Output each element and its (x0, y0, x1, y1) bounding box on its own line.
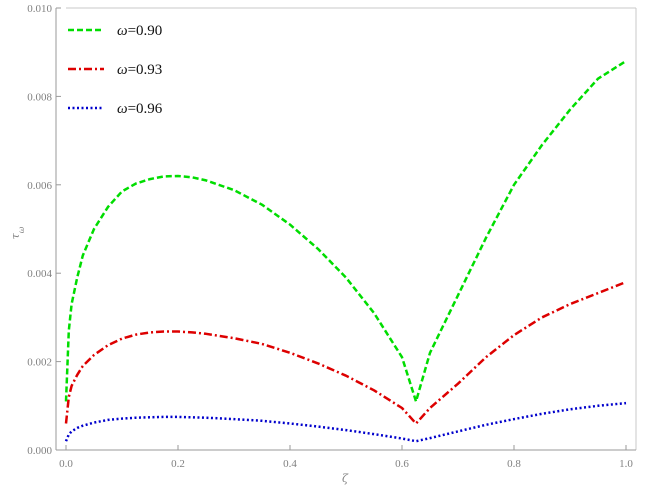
x-tick-label: 0.0 (59, 458, 73, 470)
y-axis-ticks: 0.000 0.002 0.004 0.006 0.008 0.010 (27, 3, 61, 457)
y-tick-label: 0.004 (27, 268, 52, 280)
series-layer (64, 59, 627, 443)
x-tick-label: 1.0 (619, 458, 633, 470)
x-tick-label: 0.8 (507, 458, 521, 470)
y-tick-label: 0.000 (27, 445, 52, 457)
y-tick-label: 0.008 (27, 91, 52, 103)
x-tick-label: 0.6 (395, 458, 409, 470)
plot-frame (55, 7, 637, 451)
x-tick-label: 0.2 (171, 458, 185, 470)
legend-label-2: ω=0.93 (117, 62, 162, 78)
y-tick-label: 0.010 (27, 3, 52, 15)
series-line-2 (64, 280, 627, 425)
series-line-3 (64, 401, 627, 443)
series-line-1 (64, 59, 627, 403)
x-axis-ticks: 0.0 0.2 0.4 0.6 0.8 1.0 (59, 445, 633, 470)
y-tick-label: 0.002 (27, 357, 52, 369)
y-axis-title-group: τω (9, 226, 26, 239)
legend: ω=0.90 ω=0.93 ω=0.96 (68, 23, 163, 117)
x-axis-title: ζ (342, 472, 349, 485)
legend-label-3: ω=0.96 (117, 101, 163, 117)
legend-label-1: ω=0.90 (117, 23, 162, 39)
y-tick-label: 0.006 (27, 180, 52, 192)
y-axis-title: τω (9, 226, 26, 239)
x-tick-label: 0.4 (283, 458, 297, 470)
